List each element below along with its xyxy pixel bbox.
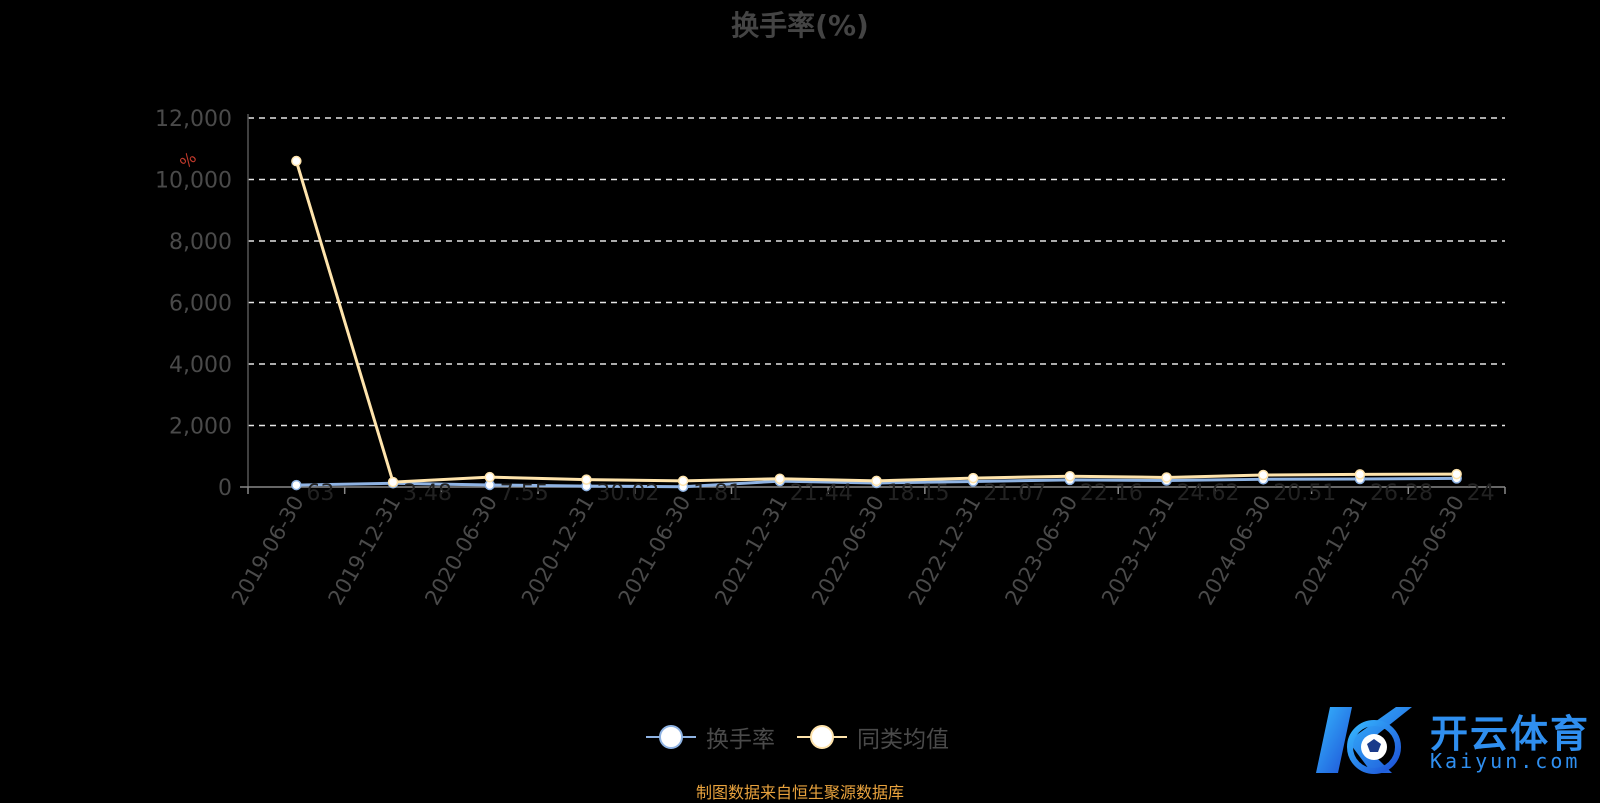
brand-name: 开云体育 <box>1430 712 1591 756</box>
data-point-1-8 <box>1064 470 1076 482</box>
data-label: 22.16 <box>1080 481 1143 506</box>
x-tick-label: 2022-06-30 <box>807 492 889 610</box>
data-label: 24 <box>1467 481 1495 506</box>
x-tick-label: 2022-12-31 <box>904 492 986 610</box>
data-label: 1.81 <box>693 481 742 506</box>
legend-swatch-turnover <box>646 725 696 749</box>
x-tick-label: 2024-06-30 <box>1194 492 1276 610</box>
data-label: 24.62 <box>1177 481 1240 506</box>
chart-title: 换手率(%) <box>731 9 869 42</box>
axes: 0 2,000 4,000 6,000 8,000 10,000 12,000 2019-06… <box>155 107 1506 610</box>
data-label: 21.44 <box>790 481 853 506</box>
x-tick-label: 2025-06-30 <box>1387 492 1469 610</box>
y-tick-label: 4,000 <box>169 353 232 378</box>
data-point-1-2 <box>484 471 495 483</box>
data-label: 3.48 <box>403 481 452 506</box>
data-point-1-9 <box>1161 472 1172 483</box>
x-tick-label: 2024-12-31 <box>1290 492 1372 610</box>
series-line-1 <box>294 160 1457 484</box>
data-point-1-10 <box>1258 469 1269 481</box>
y-tick-label: 12,000 <box>155 107 232 132</box>
data-label: 18.15 <box>887 481 950 506</box>
x-tick-label: 2023-12-31 <box>1097 492 1179 610</box>
data-point-1-5 <box>774 473 786 484</box>
legend: 换手率 同类均值 <box>646 720 949 754</box>
data-label: 63 <box>306 481 334 506</box>
data-point-1-11 <box>1354 469 1366 480</box>
y-tick-label: 2,000 <box>169 415 232 440</box>
legend-label-peer-average: 同类均值 <box>857 727 949 753</box>
data-point-1-6 <box>871 475 882 487</box>
source-note: 制图数据来自恒生聚源数据库 <box>695 783 904 802</box>
y-tick-label: 6,000 <box>169 292 232 317</box>
data-label: 7.55 <box>500 481 549 506</box>
y-tick-label: 0 <box>218 476 232 501</box>
data-point-0-0 <box>291 479 302 491</box>
data-point-1-12 <box>1451 468 1462 480</box>
data-label: 26.28 <box>1370 481 1433 506</box>
series-lines <box>291 155 1462 492</box>
data-label: 21.07 <box>983 481 1046 506</box>
x-tick-label: 2021-12-31 <box>710 492 792 610</box>
y-tick-label: 10,000 <box>155 169 232 194</box>
data-point-1-4 <box>677 475 689 487</box>
grid-lines <box>248 117 1505 427</box>
brand-mark-icon <box>1316 707 1412 774</box>
x-tick-label: 2021-06-30 <box>614 492 696 610</box>
x-tick-label: 2023-06-30 <box>1000 492 1082 610</box>
watermark-logo: 开云体育 Kaiyun.com <box>1312 697 1592 783</box>
legend-swatch-peer-average <box>797 725 847 749</box>
data-point-1-7 <box>967 472 979 484</box>
legend-label-turnover: 换手率 <box>706 727 775 753</box>
data-label: 20.51 <box>1273 481 1336 506</box>
x-tick-label: 2019-12-31 <box>324 492 406 610</box>
legend-item-peer-average[interactable]: 同类均值 <box>797 720 949 754</box>
data-labels: 63 3.48 7.55 30.02 1.81 21.44 18.15 21.07 22.16 2… <box>306 481 1494 506</box>
x-tick-label: 2020-12-31 <box>517 492 599 610</box>
legend-item-turnover[interactable]: 换手率 <box>646 720 775 754</box>
x-tick-label: 2020-06-30 <box>420 492 502 610</box>
brand-url: Kaiyun.com <box>1430 749 1581 773</box>
x-tick-label: 2019-06-30 <box>227 492 309 610</box>
data-label: 30.02 <box>596 481 659 506</box>
data-point-1-3 <box>581 474 592 485</box>
data-point-1-0 <box>291 155 302 167</box>
y-tick-label: 8,000 <box>169 230 232 255</box>
data-point-1-1 <box>387 476 399 488</box>
